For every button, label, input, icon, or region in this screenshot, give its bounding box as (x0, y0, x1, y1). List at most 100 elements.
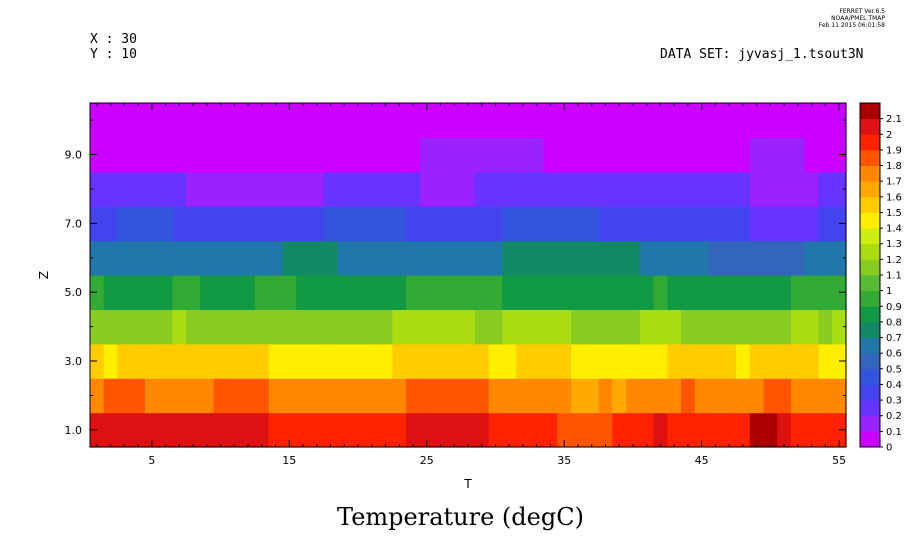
heatmap-cell (791, 240, 806, 276)
heatmap-cell (818, 275, 833, 310)
heatmap-cell (653, 309, 668, 345)
colorbar-label: 1.6 (886, 192, 902, 203)
heatmap-cell (337, 275, 352, 310)
heatmap-cell (419, 309, 435, 345)
heatmap-cell (131, 378, 146, 414)
heatmap-cell (667, 137, 682, 173)
heatmap-cell (392, 275, 407, 310)
heatmap-cell (447, 378, 462, 414)
colorbar-label: 0.8 (886, 317, 902, 328)
colorbar-swatch (860, 259, 880, 276)
heatmap-cell (804, 206, 820, 242)
heatmap-cell (337, 412, 352, 448)
heatmap-cell (351, 275, 366, 310)
heatmap-cell (612, 275, 627, 310)
heatmap-cell (158, 275, 174, 310)
heatmap-cell (254, 343, 270, 379)
heatmap-cell (598, 378, 613, 414)
colorbar-label: 1.3 (886, 239, 902, 250)
heatmap-cell (131, 309, 146, 345)
heatmap-cell (419, 137, 435, 173)
heatmap-cell (777, 309, 792, 345)
colorbar-label: 1.4 (886, 224, 902, 235)
heatmap-cell (598, 171, 613, 207)
heatmap-cell (351, 103, 366, 138)
heatmap-cell (488, 378, 503, 414)
heatmap-cell (461, 275, 476, 310)
heatmap-cell (131, 343, 146, 379)
colorbar-label: 0.9 (886, 302, 902, 313)
heatmap-cell (557, 137, 572, 173)
heatmap-cell (227, 171, 242, 207)
x-tick-label: 15 (282, 454, 296, 467)
heatmap-cell (818, 206, 833, 242)
heatmap-cell (529, 240, 545, 276)
heatmap-cell (543, 412, 558, 448)
heatmap-cell (241, 378, 256, 414)
y-axis-label: Z (37, 271, 51, 279)
heatmap-cell (694, 206, 710, 242)
heatmap-cell (364, 343, 380, 379)
heatmap-cell (529, 206, 545, 242)
heatmap-cell (626, 412, 641, 448)
heatmap-cell (364, 378, 380, 414)
heatmap-cell (103, 206, 119, 242)
heatmap-cell (722, 171, 737, 207)
heatmap-cell (378, 137, 393, 173)
heatmap-cell (117, 206, 132, 242)
heatmap-cell (241, 240, 256, 276)
heatmap-cell (818, 412, 833, 448)
heatmap-cell (763, 206, 778, 242)
heatmap-cell (378, 171, 393, 207)
heatmap-cell (667, 378, 682, 414)
heatmap-cell (172, 412, 187, 448)
heatmap-cell (736, 412, 751, 448)
heatmap-cell (296, 240, 311, 276)
heatmap-cell (254, 309, 270, 345)
heatmap-cell (571, 378, 586, 414)
heatmap-cell (103, 343, 119, 379)
heatmap-cell (406, 378, 421, 414)
heatmap-cell (117, 240, 132, 276)
heatmap-cell (117, 412, 132, 448)
heatmap-cell (832, 309, 847, 345)
heatmap-cell (172, 103, 187, 138)
heatmap-cell (323, 240, 339, 276)
heatmap-cell (227, 206, 242, 242)
heatmap-cell (681, 206, 696, 242)
heatmap-cell (144, 240, 160, 276)
heatmap-cell (103, 378, 119, 414)
heatmap-cell (626, 171, 641, 207)
heatmap-cell (529, 412, 545, 448)
heatmap-cell (571, 103, 586, 138)
heatmap-cell (571, 412, 586, 448)
heatmap-cell (598, 343, 613, 379)
heatmap-cell (323, 171, 339, 207)
heatmap-cell (392, 378, 407, 414)
y-tick-label: 1.0 (65, 424, 83, 437)
colorbar-swatch (860, 165, 880, 182)
heatmap-cell (282, 137, 297, 173)
heatmap-cell (639, 412, 655, 448)
colorbar-swatch (860, 134, 880, 151)
heatmap-cell (282, 412, 297, 448)
heatmap-cell (406, 206, 421, 242)
heatmap-cell (199, 275, 215, 310)
colorbar-swatch (860, 118, 880, 135)
heatmap-cell (488, 343, 503, 379)
heatmap-cell (351, 240, 366, 276)
heatmap-cell (667, 240, 682, 276)
heatmap-cell (502, 171, 517, 207)
heatmap-cell (791, 412, 806, 448)
heatmap-cell (144, 137, 160, 173)
heatmap-cell (639, 103, 655, 138)
heatmap-cell (557, 206, 572, 242)
heatmap-cell (199, 309, 215, 345)
colorbar-swatch (860, 212, 880, 229)
heatmap-cell (419, 240, 435, 276)
heatmap-cell (103, 171, 119, 207)
colorbar-swatch (860, 103, 880, 120)
heatmap-cell (309, 171, 325, 207)
heatmap-cell (392, 412, 407, 448)
heatmap-cell (131, 412, 146, 448)
